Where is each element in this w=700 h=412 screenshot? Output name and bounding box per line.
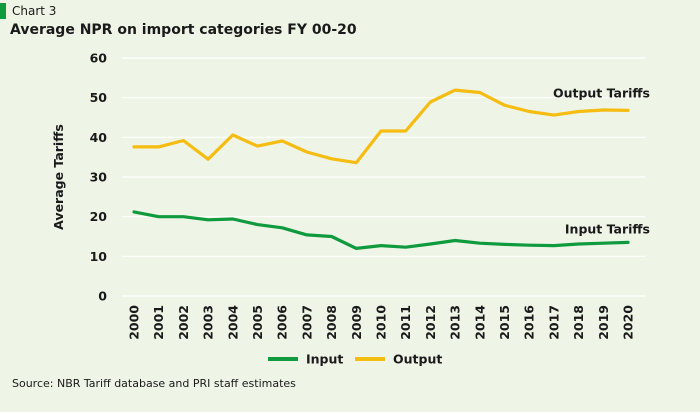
x-tick-label: 2006 (275, 305, 290, 340)
chart-title: Average NPR on import categories FY 00-2… (10, 22, 357, 38)
y-tick-label: 50 (90, 90, 108, 105)
x-tick-label: 2005 (250, 305, 265, 340)
x-tick-label: 2017 (546, 305, 561, 340)
annotation-output: Output Tariffs (553, 85, 650, 100)
y-tick-label: 20 (90, 209, 108, 224)
y-tick-label: 10 (90, 249, 108, 264)
x-tick-label: 2014 (472, 305, 487, 340)
legend-label-output: Output (393, 352, 442, 367)
x-tick-label: 2000 (127, 305, 142, 340)
series-line-input (132, 210, 630, 250)
x-tick-label: 2012 (423, 305, 438, 340)
x-tick-label: 2009 (349, 305, 364, 340)
chart-label-tag: Chart 3 (0, 3, 56, 19)
x-tick-labels: 2000 2001 2002 2003 2004 2005 2006 2007 2008 2009… (127, 305, 636, 340)
x-tick-label: 2016 (522, 305, 537, 340)
series-line-output (132, 88, 630, 165)
annotation-input: Input Tariffs (565, 221, 650, 236)
x-tick-label: 2003 (201, 305, 216, 340)
y-tick-label: 60 (90, 51, 108, 66)
x-tick-label: 2013 (448, 305, 463, 340)
x-tick-label: 2002 (176, 305, 191, 340)
y-axis-label: Average Tariffs (51, 124, 66, 230)
legend-label-input: Input (306, 352, 343, 367)
y-tick-label: 40 (90, 130, 108, 145)
x-tick-label: 2001 (151, 305, 166, 340)
x-tick-label: 2015 (497, 305, 512, 340)
gridlines (122, 57, 645, 297)
chart-label: Chart 3 (12, 4, 57, 18)
x-tick-label: 2007 (299, 305, 314, 340)
label-tag-bar (0, 3, 6, 19)
y-tick-label: 0 (98, 289, 107, 304)
y-tick-label: 30 (90, 170, 108, 185)
x-tick-label: 2019 (596, 305, 611, 340)
x-tick-label: 2004 (225, 305, 240, 340)
y-tick-labels: 0 10 20 30 40 50 60 (90, 51, 108, 304)
series-lines (132, 88, 630, 250)
x-tick-label: 2011 (398, 305, 413, 340)
x-tick-label: 2020 (621, 305, 636, 340)
x-tick-label: 2008 (324, 305, 339, 340)
x-tick-label: 2018 (571, 305, 586, 340)
legend: Input Output (268, 352, 442, 367)
source-note: Source: NBR Tariff database and PRI staf… (12, 377, 296, 390)
x-tick-label: 2010 (374, 305, 389, 340)
series-annotations: Input Tariffs Output Tariffs (553, 85, 650, 236)
